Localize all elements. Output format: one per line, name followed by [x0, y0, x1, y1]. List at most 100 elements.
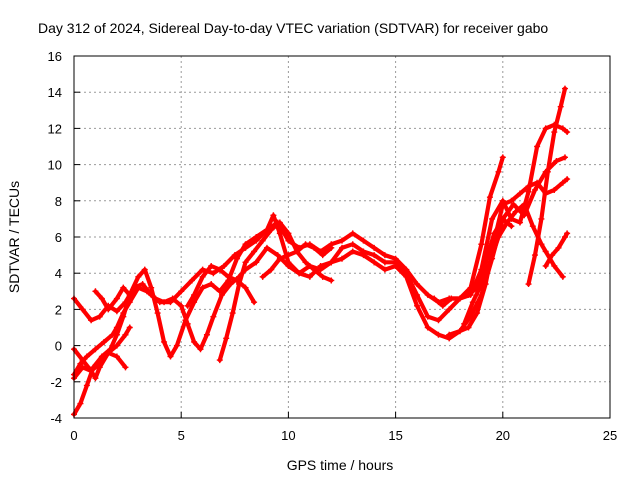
data-point [92, 288, 99, 295]
data-point [83, 353, 90, 360]
data-point [478, 241, 485, 248]
data-point [191, 338, 198, 345]
data-point [508, 223, 515, 230]
data-point [306, 273, 313, 280]
data-point [268, 226, 275, 233]
data-point [482, 259, 489, 266]
data-point [229, 310, 236, 317]
data-point [208, 262, 215, 269]
data-point [270, 212, 277, 219]
data-point [360, 252, 367, 259]
data-point [143, 288, 150, 295]
data-point [113, 353, 120, 360]
data-point [371, 252, 378, 259]
data-point [296, 270, 303, 277]
data-point [414, 281, 421, 288]
data-point [474, 284, 481, 291]
data-point [564, 176, 571, 183]
data-point [339, 255, 345, 262]
y-tick-label: 0 [55, 339, 62, 354]
data-point [531, 252, 538, 259]
data-point [210, 313, 217, 320]
data-point [251, 299, 258, 306]
series-track-14 [432, 216, 514, 308]
data-point [233, 277, 240, 284]
data-point [360, 237, 367, 244]
data-point [199, 266, 206, 273]
series-layer [71, 85, 571, 418]
data-point [152, 295, 159, 302]
data-point [328, 259, 335, 266]
data-point [77, 360, 84, 367]
data-point [126, 324, 133, 331]
data-point [83, 382, 90, 389]
data-point [208, 281, 215, 288]
series-track-6 [93, 285, 132, 312]
data-point [499, 154, 506, 161]
data-point [489, 215, 496, 222]
x-axis-title: GPS time / hours [287, 457, 394, 473]
data-point [225, 273, 232, 280]
data-point [105, 306, 112, 313]
data-point [122, 331, 129, 338]
x-tick-label: 10 [281, 428, 295, 443]
x-tick-label: 25 [603, 428, 617, 443]
data-point [446, 306, 453, 313]
data-point [328, 277, 335, 284]
data-point [216, 288, 223, 295]
data-point [461, 320, 468, 327]
data-point [276, 230, 283, 237]
data-point [285, 262, 292, 269]
series-track-7 [217, 220, 334, 363]
data-point [120, 310, 127, 317]
data-point [435, 317, 442, 324]
data-point [242, 241, 249, 248]
data-point [173, 342, 180, 349]
data-point [311, 244, 318, 251]
data-point [381, 252, 388, 259]
y-tick-label: 4 [55, 266, 62, 281]
data-point [88, 367, 95, 374]
y-tick-label: 2 [55, 302, 62, 317]
y-tick-label: -2 [50, 375, 62, 390]
data-point [439, 302, 446, 309]
data-point [96, 313, 103, 320]
data-point [521, 212, 528, 219]
data-point [113, 342, 120, 349]
axis-ticks: 0 5 10 15 20 25 -4 -2 0 2 4 6 8 10 12 14 16 [48, 49, 618, 443]
data-point [126, 291, 133, 298]
data-point [317, 262, 324, 269]
data-point [126, 299, 133, 306]
data-point [188, 277, 195, 284]
data-point [274, 252, 281, 259]
data-point [98, 295, 105, 302]
y-tick-label: 6 [55, 230, 62, 245]
data-point [549, 252, 556, 259]
data-point [349, 230, 356, 237]
data-point [178, 288, 185, 295]
data-point [544, 168, 551, 175]
data-point [564, 230, 571, 237]
y-tick-label: 10 [48, 158, 62, 173]
data-point [79, 306, 86, 313]
data-point [467, 284, 474, 291]
data-point [263, 244, 270, 251]
data-point [414, 302, 421, 309]
series-track-13 [543, 231, 570, 269]
y-tick-label: -4 [50, 411, 62, 426]
data-point [88, 317, 95, 324]
data-point [521, 201, 528, 208]
data-point [203, 331, 210, 338]
data-point [148, 284, 155, 291]
data-point [161, 299, 168, 306]
x-tick-label: 5 [178, 428, 185, 443]
data-point [122, 364, 129, 371]
data-point [253, 259, 260, 266]
y-tick-label: 12 [48, 121, 62, 136]
data-point [510, 201, 517, 208]
data-point [371, 244, 378, 251]
data-point [371, 259, 378, 266]
data-point [339, 244, 345, 251]
data-point [424, 313, 431, 320]
